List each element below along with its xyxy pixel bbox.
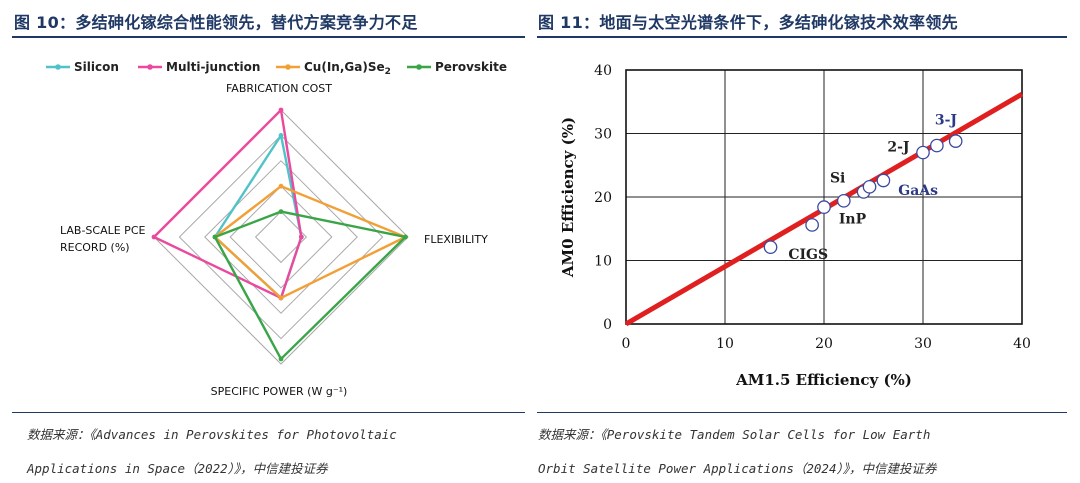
radar-series-vertex — [278, 133, 284, 138]
radar-axis-labels: FABRICATION COST FLEXIBILITY SPECIFIC PO… — [60, 82, 488, 398]
radar-grid — [153, 109, 409, 365]
legend-swatch-dot — [285, 64, 291, 70]
radar-series-vertex — [278, 183, 284, 189]
right-chart-title: 图 11：地面与太空光谱条件下，多结砷化镓技术效率领先 — [538, 13, 958, 32]
radar-series-vertex — [278, 107, 284, 113]
right-source-line1: 数据来源：《Perovskite Tandem Solar Cells for … — [538, 427, 931, 442]
scatter-annotation: CIGS — [788, 247, 828, 263]
radar-series — [151, 107, 408, 362]
scatter-x-label: AM1.5 Efficiency (%) — [735, 371, 912, 389]
x-tick-label: 10 — [716, 336, 734, 352]
scatter-annotation: 2-J — [887, 139, 910, 155]
legend-item: Perovskite — [407, 60, 507, 74]
title-rule-left — [12, 36, 525, 38]
legend-item: Cu(In,Ga)Se2 — [276, 60, 391, 77]
radar-series-vertex — [212, 234, 218, 240]
scatter-point — [876, 173, 891, 188]
scatter-chart: 0 10 20 30 40 0 10 20 30 40 CIGS InP Si GaAs 2-J 3-J A… — [559, 63, 1031, 389]
legend-subscript: 2 — [385, 67, 391, 77]
axis-label-top: FABRICATION COST — [226, 82, 332, 95]
axis-label-right: FLEXIBILITY — [424, 233, 488, 246]
scatter-annotation: GaAs — [898, 183, 938, 199]
radar-chart: Silicon Multi-junction Cu(In,Ga)Se2 Perovsk… — [46, 60, 507, 398]
legend-item: Silicon — [46, 60, 119, 74]
scatter-point — [862, 179, 877, 194]
legend-swatch-dot — [147, 64, 153, 70]
right-source-line2: Orbit Satellite Power Applications（2024）… — [538, 461, 937, 476]
scatter-point — [916, 145, 930, 160]
scatter-point — [805, 218, 819, 232]
radar-grid-ring — [229, 185, 333, 289]
radar-legend: Silicon Multi-junction Cu(In,Ga)Se2 Perovsk… — [46, 60, 507, 77]
source-rule-left — [12, 412, 525, 413]
left-source-line2: Applications in Space（2022）》，中信建投证券 — [27, 461, 328, 476]
x-tick-label: 30 — [914, 336, 932, 352]
axis-label-left-line1: LAB-SCALE PCE — [60, 224, 145, 237]
source-rule-right — [537, 412, 1067, 413]
y-tick-label: 0 — [603, 317, 612, 333]
legend-swatch-dot — [55, 64, 61, 70]
axis-label-left-line2: RECORD (%) — [60, 241, 130, 254]
radar-series-vertex — [278, 356, 284, 362]
scatter-point — [763, 240, 778, 255]
left-source-line1: 数据来源：《Advances in Perovskites for Photov… — [27, 427, 397, 442]
legend-label: Multi-junction — [166, 60, 260, 74]
scatter-points — [763, 134, 963, 255]
scatter-point — [836, 193, 851, 208]
legend-label: Cu(In,Ga)Se2 — [304, 60, 391, 77]
axis-label-bottom: SPECIFIC POWER (W g⁻¹) — [211, 385, 348, 398]
x-tick-label: 20 — [815, 336, 833, 352]
radar-grid-ring — [254, 210, 308, 264]
scatter-y-label: AM0 Efficiency (%) — [559, 117, 577, 278]
scatter-grid — [625, 69, 1023, 325]
radar-series-vertex — [151, 234, 157, 240]
scatter-point — [817, 200, 831, 215]
scatter-point — [930, 138, 944, 153]
left-chart-title: 图 10：多结砷化镓综合性能领先，替代方案竞争力不足 — [14, 13, 418, 32]
radar-series-vertex — [278, 295, 284, 301]
y-tick-label: 30 — [594, 127, 612, 143]
legend-label: Perovskite — [435, 60, 507, 74]
scatter-annotations: CIGS InP Si GaAs 2-J 3-J — [788, 113, 957, 264]
y-tick-label: 20 — [594, 190, 612, 206]
legend-label: Silicon — [74, 60, 119, 74]
title-rule-right — [537, 36, 1067, 38]
radar-grid-ring — [153, 109, 409, 365]
radar-grid-ring — [204, 160, 358, 314]
scatter-annotation: InP — [839, 212, 867, 228]
scatter-point — [948, 134, 963, 148]
radar-series-vertex — [403, 234, 408, 240]
legend-swatch-dot — [416, 64, 422, 70]
scatter-annotation: 3-J — [935, 113, 958, 129]
scatter-tick-labels: 0 10 20 30 40 0 10 20 30 40 — [594, 63, 1031, 352]
radar-series-polygon — [213, 210, 407, 361]
legend-item: Multi-junction — [138, 60, 260, 74]
radar-series-vertex — [278, 209, 284, 215]
radar-series-vertex — [298, 234, 304, 240]
scatter-annotation: Si — [830, 170, 845, 186]
y-tick-label: 40 — [594, 63, 612, 79]
x-tick-label: 40 — [1013, 336, 1031, 352]
x-tick-label: 0 — [622, 336, 631, 352]
scatter-plot-frame — [625, 69, 1023, 325]
radar-grid-ring — [178, 134, 384, 340]
y-tick-label: 10 — [594, 254, 612, 270]
